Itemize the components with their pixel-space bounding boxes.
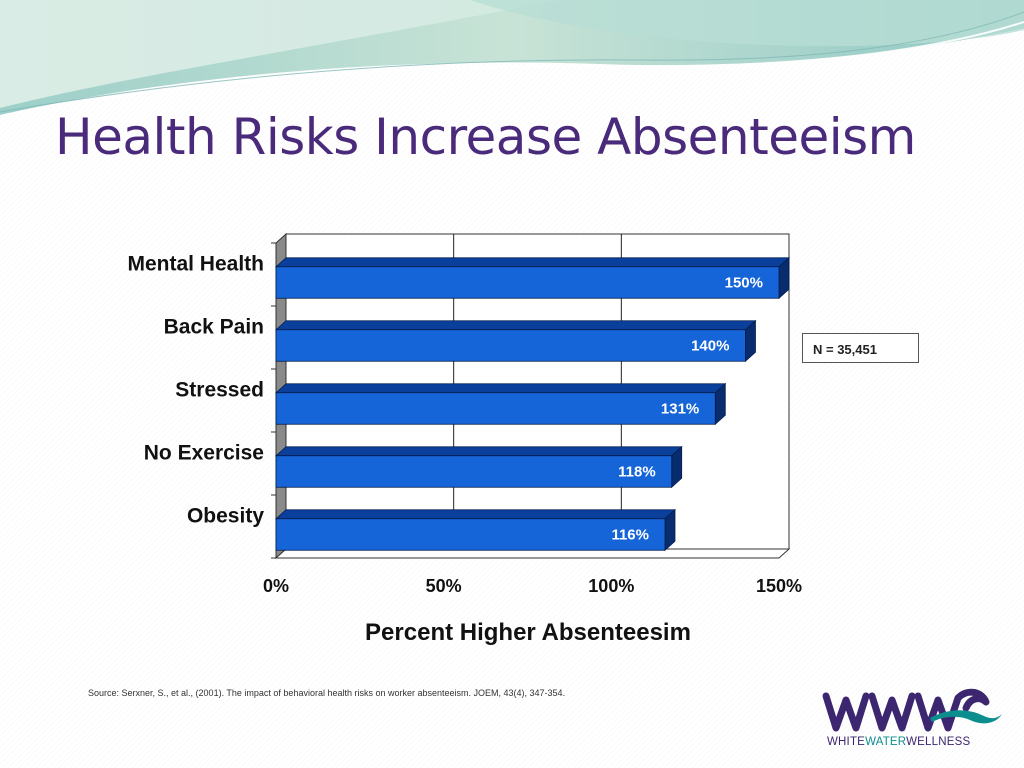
x-axis-title: Percent Higher Absenteesim (365, 619, 691, 646)
bar-top-face (274, 320, 757, 331)
slide-title: Health Risks Increase Absenteeism (55, 108, 916, 166)
bar-value-label: 131% (661, 401, 699, 418)
bar (274, 256, 791, 300)
logo-word-water: WATER (865, 736, 907, 748)
category-label: No Exercise (144, 442, 264, 465)
plot-floor (274, 548, 791, 559)
logo-wordmark: WHITEWATERWELLNESS (827, 736, 970, 748)
bar (274, 445, 683, 489)
category-label: Stressed (175, 379, 264, 402)
bar-top-face (274, 383, 727, 394)
logo-word-wellness: WELLNESS (906, 736, 971, 748)
category-label: Obesity (187, 505, 264, 528)
bar-front-face (275, 392, 716, 425)
bar-top-face (274, 257, 791, 268)
header-wave-decoration (0, 0, 1024, 117)
x-tick-label: 50% (426, 576, 462, 596)
logo-word-white: WHITE (827, 736, 866, 748)
category-label: Mental Health (127, 253, 264, 276)
chart-labels: 150% Mental Health 140% Back Pain 131% Stress… (127, 253, 802, 597)
sample-size-note: N = 35,451 (802, 333, 919, 363)
bar-front-face (275, 455, 673, 488)
bar-front-face (275, 518, 666, 551)
x-tick-label: 0% (263, 576, 289, 596)
whitewater-wellness-logo (822, 688, 1002, 732)
x-tick-label: 150% (756, 576, 802, 596)
bar (274, 382, 727, 426)
bar-top-face (274, 446, 683, 457)
bar (274, 508, 677, 552)
x-tick-label: 100% (588, 576, 634, 596)
bar-value-label: 150% (725, 275, 763, 292)
bar-value-label: 116% (611, 527, 649, 544)
bar-front-face (275, 266, 780, 299)
category-label: Back Pain (164, 316, 264, 339)
bar (274, 319, 757, 363)
source-citation: Source: Serxner, S., et al., (2001). The… (88, 688, 566, 698)
bar-value-label: 118% (618, 464, 656, 481)
chart-bars (274, 256, 791, 552)
bar-top-face (274, 509, 677, 520)
bar-value-label: 140% (691, 338, 729, 355)
bar-front-face (275, 329, 746, 362)
